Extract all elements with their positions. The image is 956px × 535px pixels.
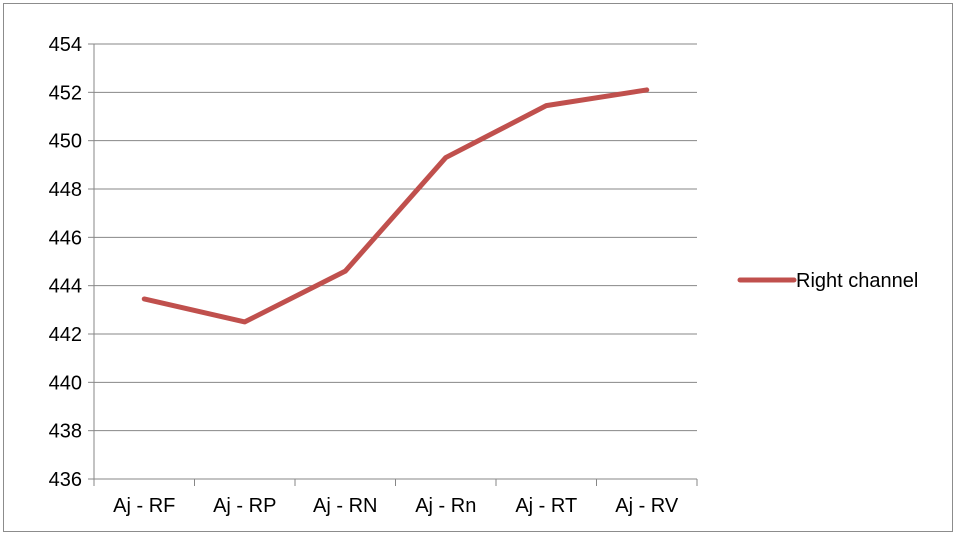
x-tick-label-2: Aj - RN	[313, 495, 377, 517]
gridlines	[94, 43, 697, 480]
x-tick-label-1: Aj - RP	[213, 495, 276, 517]
series-lines	[141, 87, 650, 325]
chart-frame: 436 438 440 442 444 446 448 450 452 454 Aj - RF Aj…	[3, 3, 953, 532]
y-axis-tick-labels: 436 438 440 442 444 446 448 450 452 454	[49, 34, 82, 491]
x-tick-label-0: Aj - RF	[113, 495, 175, 517]
y-tick-label-438: 438	[49, 421, 82, 443]
y-tick-label-452: 452	[49, 82, 82, 104]
y-tick-label-448: 448	[49, 179, 82, 201]
x-tick-label-5: Aj - RV	[615, 495, 679, 517]
y-tick-label-436: 436	[49, 469, 82, 491]
y-tick-label-446: 446	[49, 227, 82, 249]
y-tick-label-454: 454	[49, 34, 82, 56]
x-tick-label-3: Aj - Rn	[415, 495, 476, 517]
y-tick-label-450: 450	[49, 131, 82, 153]
y-tick-label-440: 440	[49, 372, 82, 394]
legend-label-0: Right channel	[796, 270, 918, 292]
axes	[88, 43, 698, 486]
y-tick-label-442: 442	[49, 324, 82, 346]
x-tick-label-4: Aj - RT	[515, 495, 577, 517]
y-tick-label-444: 444	[49, 276, 82, 298]
series-line-0	[141, 87, 650, 325]
x-axis-tick-labels: Aj - RF Aj - RP Aj - RN Aj - Rn Aj - RT Aj - …	[113, 495, 679, 517]
legend: Right channel	[737, 270, 918, 292]
